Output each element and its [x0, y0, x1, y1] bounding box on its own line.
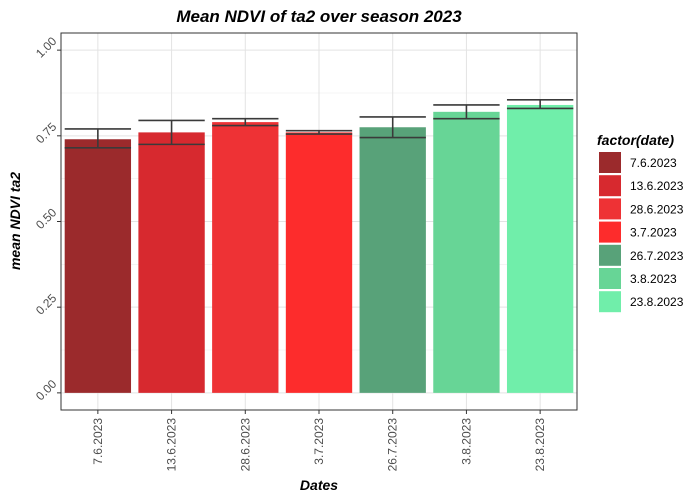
y-tick-label: 0.75 [33, 120, 60, 147]
x-tick-label: 23.8.2023 [533, 418, 547, 472]
legend-label: 3.7.2023 [630, 226, 677, 240]
legend-swatch [599, 268, 621, 289]
bar [212, 122, 279, 393]
legend-label: 7.6.2023 [630, 156, 677, 170]
legend-label: 3.8.2023 [630, 272, 677, 286]
x-axis-title: Dates [300, 477, 338, 493]
legend-swatch [599, 244, 621, 266]
legend-swatch [599, 198, 621, 220]
chart-title: Mean NDVI of ta2 over season 2023 [176, 7, 462, 26]
x-tick-label: 28.6.2023 [238, 418, 252, 472]
legend-swatch [599, 152, 621, 173]
legend-swatch [599, 291, 621, 313]
x-tick-label: 26.7.2023 [386, 418, 400, 472]
legend-swatch [599, 175, 621, 197]
bar [285, 132, 353, 393]
error-bar [285, 129, 353, 135]
bar [359, 127, 426, 393]
plot-panel [60, 32, 578, 411]
y-axis: 0.00 0.25 0.50 0.75 1.00 [33, 34, 61, 403]
y-tick-label: 1.00 [33, 34, 60, 61]
legend-title: factor(date) [597, 132, 674, 148]
y-tick-label: 0.00 [33, 377, 60, 404]
bar [433, 111, 500, 393]
error-bar [506, 99, 574, 110]
bar [506, 104, 574, 393]
x-tick-label: 3.8.2023 [459, 418, 473, 465]
y-axis-title: mean NDVI ta2 [7, 172, 23, 270]
x-tick-label: 3.7.2023 [312, 418, 326, 465]
legend-label: 28.6.2023 [630, 202, 684, 216]
error-bar [138, 119, 205, 146]
y-tick-label: 0.25 [33, 291, 60, 318]
bar [64, 139, 132, 393]
error-bar [64, 128, 132, 149]
y-tick-label: 0.50 [33, 205, 60, 232]
legend-label: 23.8.2023 [630, 295, 684, 309]
x-tick-label: 7.6.2023 [91, 418, 105, 465]
error-bar [212, 117, 279, 127]
error-bar [433, 104, 500, 120]
legend-label: 13.6.2023 [630, 179, 684, 193]
legend-swatch [599, 221, 621, 243]
bar [138, 132, 205, 393]
x-tick-label: 13.6.2023 [165, 418, 179, 472]
x-axis: 7.6.2023 13.6.2023 28.6.2023 3.7.2023 26.7.2… [91, 410, 547, 471]
legend: factor(date) 7.6.2023 13.6.2023 28.6.2023 3… [597, 132, 684, 313]
error-bar [359, 116, 426, 139]
legend-label: 26.7.2023 [630, 249, 684, 263]
